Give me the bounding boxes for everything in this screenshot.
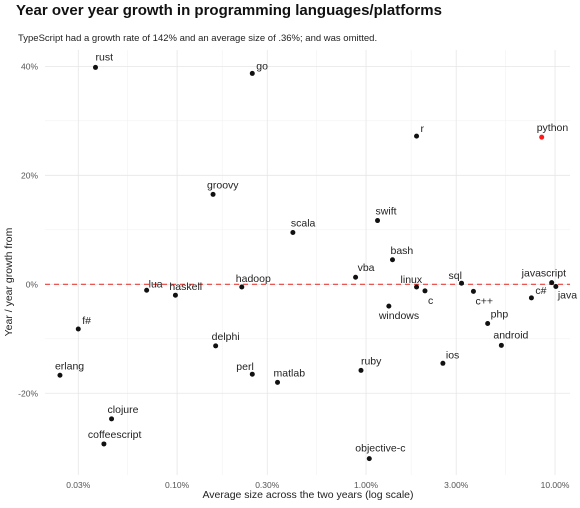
label-lua: lua (149, 278, 163, 290)
x-axis-ticks: 0.03% 0.10% 0.30% 1.00% 3.00% 10.00% (66, 480, 570, 490)
point-haskell (172, 292, 178, 298)
label-c#: c# (535, 285, 546, 297)
point-lua (144, 287, 150, 293)
point-php (485, 321, 491, 327)
point-go (249, 70, 255, 76)
y-tick-label: -20% (18, 388, 38, 398)
point-android (498, 342, 504, 348)
label-r: r (421, 123, 425, 135)
label-vba: vba (358, 262, 375, 274)
point-vba (353, 274, 359, 280)
x-tick-label: 3.00% (444, 480, 469, 490)
x-tick-label: 0.30% (255, 480, 280, 490)
point-c++ (470, 288, 476, 294)
point-objective-c (366, 456, 372, 462)
label-rust: rust (95, 51, 113, 63)
point-delphi (213, 343, 219, 349)
label-php: php (491, 309, 509, 321)
y-tick-label: 40% (21, 61, 38, 71)
label-scala: scala (291, 218, 316, 230)
label-android: android (493, 329, 528, 341)
label-matlab: matlab (274, 367, 306, 379)
label-windows: windows (378, 310, 419, 322)
label-python: python (537, 122, 569, 134)
point-c (422, 288, 428, 294)
data-points (57, 64, 559, 462)
label-delphi: delphi (212, 331, 240, 343)
label-bash: bash (390, 245, 413, 257)
label-objective-c: objective-c (355, 443, 405, 455)
x-tick-label: 0.03% (66, 480, 91, 490)
point-hadoop (239, 284, 245, 290)
point-clojure (109, 416, 115, 422)
point-matlab (275, 379, 281, 385)
point-c# (528, 295, 534, 301)
label-sql: sql (449, 270, 462, 282)
label-ruby: ruby (361, 355, 382, 367)
y-tick-label: 20% (21, 170, 38, 180)
label-clojure: clojure (108, 404, 139, 416)
point-f# (75, 326, 81, 332)
x-tick-label: 1.00% (354, 480, 379, 490)
label-perl: perl (236, 361, 254, 373)
y-axis-title: Year / year growth from (3, 227, 15, 336)
point-scala (290, 230, 296, 236)
label-c++: c++ (475, 295, 493, 307)
x-tick-label: 10.00% (541, 480, 570, 490)
point-r (414, 133, 420, 139)
label-coffeescript: coffeescript (88, 429, 142, 441)
label-c: c (428, 295, 433, 307)
label-f#: f# (82, 315, 91, 327)
label-go: go (256, 60, 268, 72)
label-swift: swift (376, 206, 397, 218)
x-tick-label: 0.10% (165, 480, 190, 490)
point-linux (414, 284, 420, 290)
label-linux: linux (401, 274, 423, 286)
point-groovy (210, 191, 216, 197)
chart-subtitle: TypeScript had a growth rate of 142% and… (18, 33, 378, 44)
point-java (553, 283, 559, 289)
point-swift (375, 218, 381, 224)
y-tick-label: 0% (26, 279, 39, 289)
label-erlang: erlang (55, 360, 84, 372)
label-haskell: haskell (169, 281, 202, 293)
point-coffeescript (101, 441, 107, 447)
point-sql (459, 280, 465, 286)
label-ios: ios (446, 349, 459, 361)
y-axis-ticks: -20% 0% 20% 40% (18, 61, 38, 398)
point-python (539, 134, 545, 140)
label-java: java (557, 289, 577, 301)
point-windows (386, 303, 392, 309)
point-ruby (358, 367, 364, 373)
chart-title: Year over year growth in programming lan… (16, 2, 442, 19)
point-erlang (57, 372, 63, 378)
point-rust (92, 64, 98, 70)
label-hadoop: hadoop (236, 273, 271, 285)
point-bash (389, 257, 395, 263)
x-axis-title: Average size across the two years (log s… (202, 489, 413, 501)
point-perl (249, 371, 255, 377)
label-javascript: javascript (521, 268, 566, 280)
point-ios (440, 360, 446, 366)
point-javascript (549, 280, 555, 286)
label-groovy: groovy (207, 179, 239, 191)
